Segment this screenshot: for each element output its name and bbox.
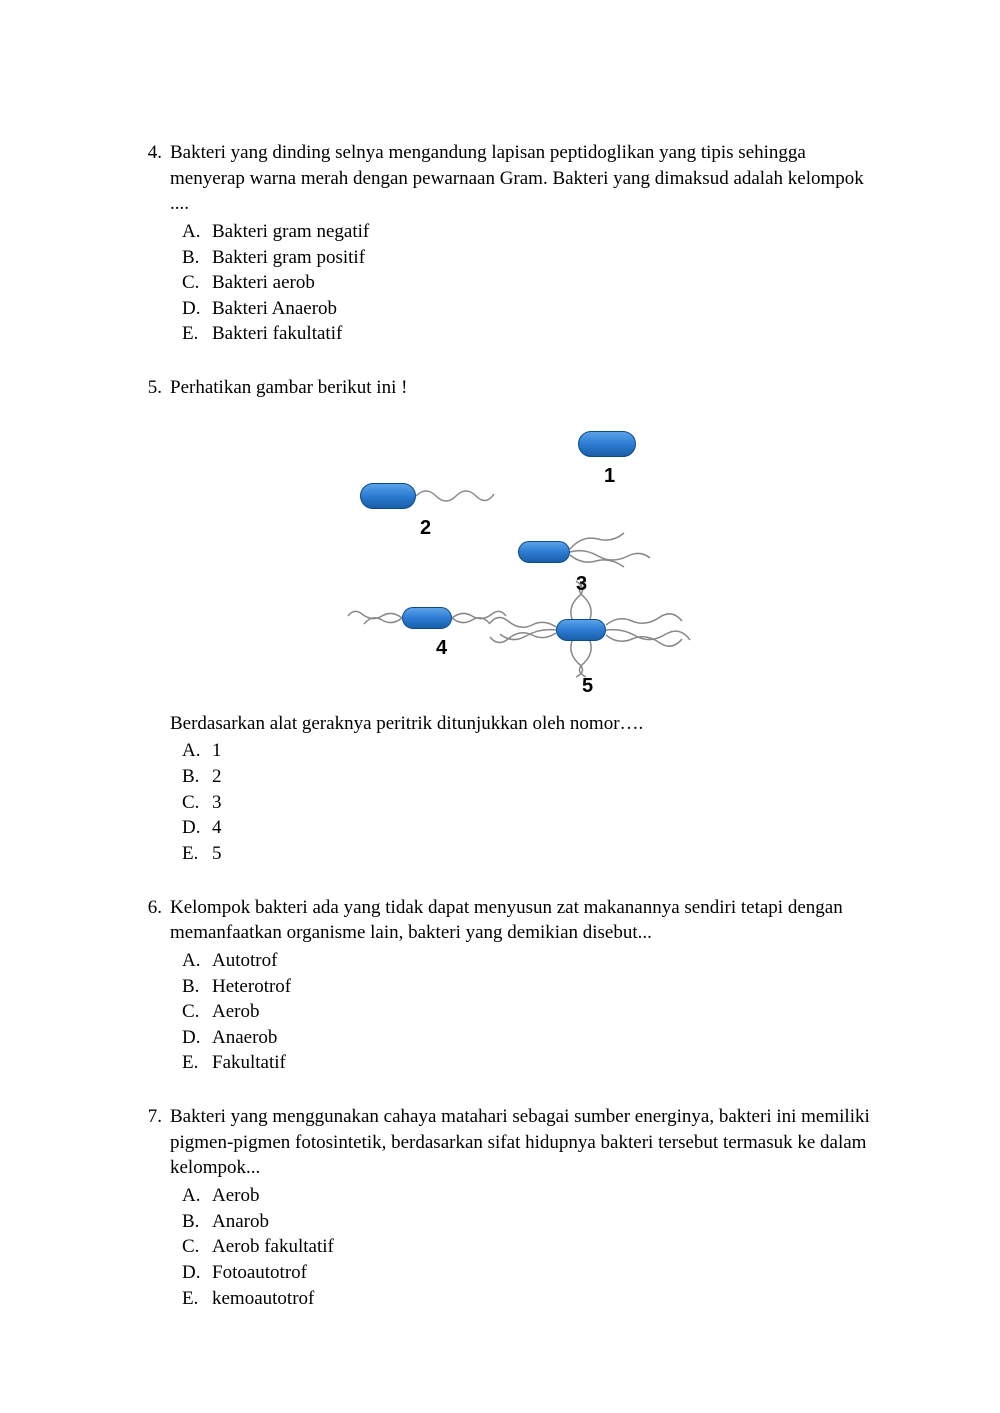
option-A: A.Bakteri gram negatif (182, 219, 880, 245)
options-list: A.Bakteri gram negatifB.Bakteri gram pos… (170, 219, 880, 347)
option-E: E.Fakultatif (182, 1050, 880, 1076)
option-letter: A. (182, 219, 212, 245)
option-E: E.Bakteri fakultatif (182, 321, 880, 347)
option-A: A.Aerob (182, 1183, 880, 1209)
bacteria-flagella-diagram: 12345 (320, 421, 730, 691)
option-text: Autotrof (212, 948, 880, 974)
question-body: Bakteri yang dinding selnya mengandung l… (170, 140, 880, 347)
diagram-label-1: 1 (604, 463, 615, 490)
option-letter: C. (182, 790, 212, 816)
option-A: A.Autotrof (182, 948, 880, 974)
question-number: 4. (140, 140, 170, 347)
option-C: C.3 (182, 790, 880, 816)
diagram-label-4: 4 (436, 635, 447, 662)
option-letter: E. (182, 321, 212, 347)
option-letter: E. (182, 841, 212, 867)
question-text: Perhatikan gambar berikut ini ! (170, 375, 880, 401)
option-text: Anarob (212, 1209, 880, 1235)
bacteria-5 (556, 619, 606, 641)
option-letter: C. (182, 270, 212, 296)
option-text: Aerob (212, 1183, 880, 1209)
question-5: 5.Perhatikan gambar berikut ini !12345Be… (140, 375, 880, 866)
option-letter: E. (182, 1050, 212, 1076)
bacteria-4 (402, 607, 452, 629)
option-A: A.1 (182, 738, 880, 764)
diagram-label-5: 5 (582, 673, 593, 700)
option-letter: D. (182, 815, 212, 841)
option-letter: B. (182, 245, 212, 271)
option-letter: A. (182, 738, 212, 764)
document-content: 4.Bakteri yang dinding selnya mengandung… (140, 140, 880, 1311)
option-C: C.Aerob fakultatif (182, 1234, 880, 1260)
option-text: Heterotrof (212, 974, 880, 1000)
option-text: Aerob fakultatif (212, 1234, 880, 1260)
option-text: Fakultatif (212, 1050, 880, 1076)
option-letter: C. (182, 999, 212, 1025)
option-B: B.Bakteri gram positif (182, 245, 880, 271)
option-D: D.Anaerob (182, 1025, 880, 1051)
option-D: D.4 (182, 815, 880, 841)
option-B: B.Heterotrof (182, 974, 880, 1000)
option-text: 5 (212, 841, 880, 867)
option-B: B.2 (182, 764, 880, 790)
question-text: Kelompok bakteri ada yang tidak dapat me… (170, 895, 880, 946)
option-letter: B. (182, 974, 212, 1000)
option-C: C.Aerob (182, 999, 880, 1025)
option-D: D.Bakteri Anaerob (182, 296, 880, 322)
option-text: 4 (212, 815, 880, 841)
question-text: Bakteri yang menggunakan cahaya matahari… (170, 1104, 880, 1181)
option-letter: D. (182, 1260, 212, 1286)
option-letter: D. (182, 1025, 212, 1051)
options-list: A.AerobB.AnarobC.Aerob fakultatifD.Fotoa… (170, 1183, 880, 1311)
option-text: Aerob (212, 999, 880, 1025)
option-letter: E. (182, 1286, 212, 1312)
question-6: 6.Kelompok bakteri ada yang tidak dapat … (140, 895, 880, 1076)
option-text: Fotoautotrof (212, 1260, 880, 1286)
diagram-label-3: 3 (576, 571, 587, 598)
option-C: C.Bakteri aerob (182, 270, 880, 296)
question-body: Perhatikan gambar berikut ini !12345Berd… (170, 375, 880, 866)
bacteria-3 (518, 541, 570, 563)
option-text: 3 (212, 790, 880, 816)
option-text: kemoautotrof (212, 1286, 880, 1312)
question-4: 4.Bakteri yang dinding selnya mengandung… (140, 140, 880, 347)
option-text: Bakteri Anaerob (212, 296, 880, 322)
option-letter: B. (182, 1209, 212, 1235)
option-letter: C. (182, 1234, 212, 1260)
option-B: B.Anarob (182, 1209, 880, 1235)
option-text: 2 (212, 764, 880, 790)
diagram-label-2: 2 (420, 515, 431, 542)
bacteria-1 (578, 431, 636, 457)
option-text: 1 (212, 738, 880, 764)
option-letter: A. (182, 1183, 212, 1209)
option-letter: B. (182, 764, 212, 790)
option-letter: A. (182, 948, 212, 974)
option-text: Bakteri gram positif (212, 245, 880, 271)
option-D: D.Fotoautotrof (182, 1260, 880, 1286)
bacteria-2 (360, 483, 416, 509)
question-number: 6. (140, 895, 170, 1076)
question-body: Bakteri yang menggunakan cahaya matahari… (170, 1104, 880, 1311)
question-body: Kelompok bakteri ada yang tidak dapat me… (170, 895, 880, 1076)
option-text: Bakteri gram negatif (212, 219, 880, 245)
option-text: Bakteri aerob (212, 270, 880, 296)
option-text: Bakteri fakultatif (212, 321, 880, 347)
question-number: 7. (140, 1104, 170, 1311)
option-E: E.kemoautotrof (182, 1286, 880, 1312)
post-diagram-text: Berdasarkan alat geraknya peritrik ditun… (170, 711, 880, 737)
question-text: Bakteri yang dinding selnya mengandung l… (170, 140, 880, 217)
question-number: 5. (140, 375, 170, 866)
question-7: 7.Bakteri yang menggunakan cahaya mataha… (140, 1104, 880, 1311)
option-text: Anaerob (212, 1025, 880, 1051)
options-list: A.1B.2C.3D.4E.5 (170, 738, 880, 866)
option-letter: D. (182, 296, 212, 322)
options-list: A.AutotrofB.HeterotrofC.AerobD.AnaerobE.… (170, 948, 880, 1076)
option-E: E.5 (182, 841, 880, 867)
